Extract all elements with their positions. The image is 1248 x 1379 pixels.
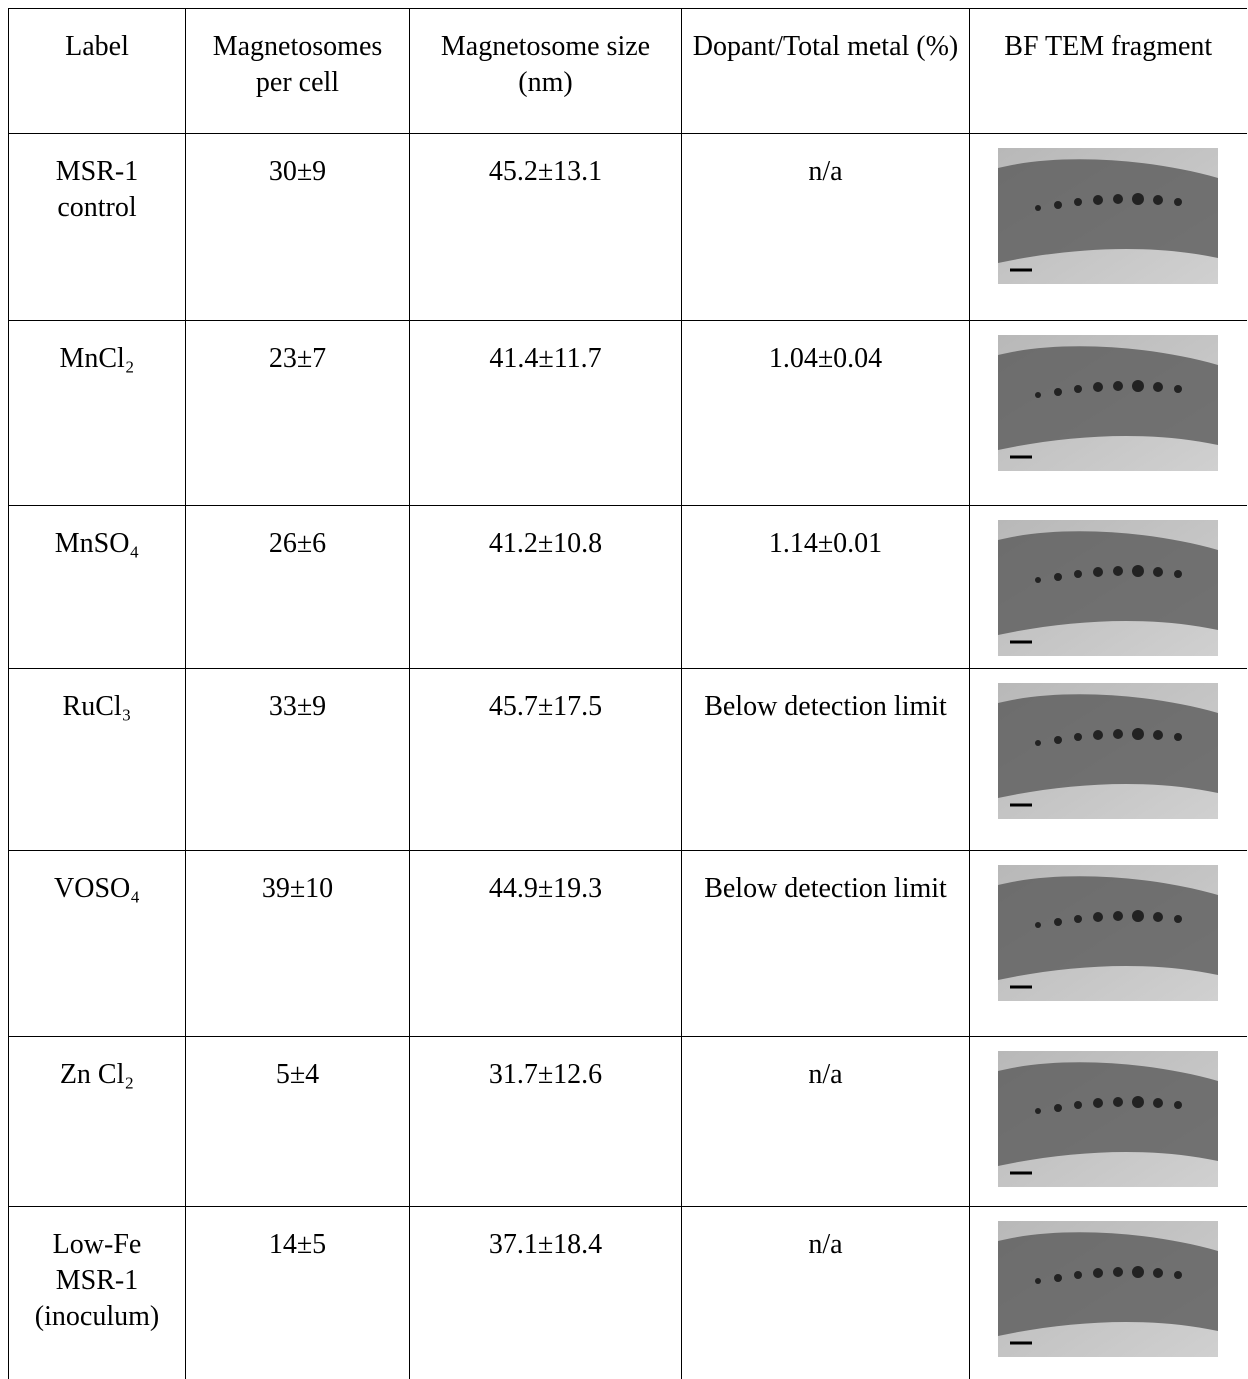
table-cell: 30±9 <box>185 133 410 321</box>
data-table: Label Magnetosomes per cell Magnetosome si… <box>8 8 1247 1379</box>
table-cell: Low-Fe MSR-1 (inoculum) <box>8 1206 186 1379</box>
table-row: RuCl₃ 33±9 45.7±17.5 Below detection limit <box>8 668 1247 851</box>
table-cell: 44.9±19.3 <box>409 850 682 1037</box>
table-cell: 26±6 <box>185 505 410 669</box>
table-row: MnCl₂ 23±7 41.4±11.7 1.04±0.04 <box>8 320 1247 506</box>
table-cell: 37.1±18.4 <box>409 1206 682 1379</box>
tem-image <box>998 865 1219 1001</box>
table-cell: 45.7±17.5 <box>409 668 682 851</box>
table-cell: MnSO₄ <box>8 505 186 669</box>
table-row: Low-Fe MSR-1 (inoculum) 14±5 37.1±18.4 n/a <box>8 1206 1247 1379</box>
tem-image <box>998 1221 1219 1357</box>
table-cell: 31.7±12.6 <box>409 1036 682 1207</box>
tem-image <box>998 1051 1219 1187</box>
table-cell: 14±5 <box>185 1206 410 1379</box>
table-cell: RuCl₃ <box>8 668 186 851</box>
image-cell <box>969 1206 1247 1379</box>
table-row: Zn Cl₂ 5±4 31.7±12.6 n/a <box>8 1036 1247 1207</box>
table-cell: Below detection limit <box>681 850 970 1037</box>
table-cell: Below detection limit <box>681 668 970 851</box>
image-cell <box>969 133 1247 321</box>
image-cell <box>969 850 1247 1037</box>
image-cell <box>969 505 1247 669</box>
header-cell: Magnetosomes per cell <box>185 8 410 134</box>
header-cell: Dopant/Total metal (%) <box>681 8 970 134</box>
table-row: MSR-1 control 30±9 45.2±13.1 n/a <box>8 133 1247 321</box>
table-cell: 39±10 <box>185 850 410 1037</box>
image-cell <box>969 668 1247 851</box>
image-cell <box>969 320 1247 506</box>
table-cell: n/a <box>681 133 970 321</box>
tem-image <box>998 335 1219 471</box>
table-cell: MnCl₂ <box>8 320 186 506</box>
table-cell: 5±4 <box>185 1036 410 1207</box>
table-cell: Zn Cl₂ <box>8 1036 186 1207</box>
table-cell: 45.2±13.1 <box>409 133 682 321</box>
table-cell: 41.4±11.7 <box>409 320 682 506</box>
table-row: VOSO₄ 39±10 44.9±19.3 Below detection limit <box>8 850 1247 1037</box>
table-cell: n/a <box>681 1036 970 1207</box>
tem-image <box>998 683 1219 819</box>
header-cell: Label <box>8 8 186 134</box>
header-cell: Magnetosome size (nm) <box>409 8 682 134</box>
image-cell <box>969 1036 1247 1207</box>
table-cell: 1.14±0.01 <box>681 505 970 669</box>
header-row: Label Magnetosomes per cell Magnetosome si… <box>8 8 1247 134</box>
tem-image <box>998 148 1219 284</box>
header-cell: BF TEM fragment <box>969 8 1247 134</box>
table-cell: 23±7 <box>185 320 410 506</box>
table-cell: 33±9 <box>185 668 410 851</box>
table-cell: VOSO₄ <box>8 850 186 1037</box>
table-cell: 1.04±0.04 <box>681 320 970 506</box>
table-cell: MSR-1 control <box>8 133 186 321</box>
table-cell: n/a <box>681 1206 970 1379</box>
tem-image <box>998 520 1219 656</box>
table-cell: 41.2±10.8 <box>409 505 682 669</box>
table-row: MnSO₄ 26±6 41.2±10.8 1.14±0.01 <box>8 505 1247 669</box>
